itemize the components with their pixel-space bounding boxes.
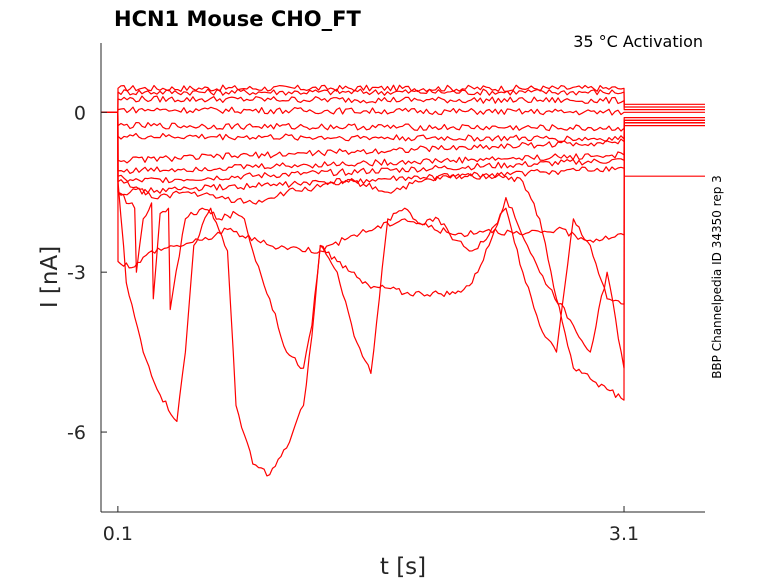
- axes: [100, 43, 705, 513]
- trace-line-5: [101, 111, 705, 132]
- y-ticks: -6 -3 0: [67, 102, 107, 444]
- trace-line-8: [101, 111, 705, 174]
- chart-annotation: 35 °C Activation: [573, 32, 703, 51]
- y-tick-label: 0: [74, 102, 86, 124]
- y-axis-label: I [nA]: [37, 246, 63, 308]
- trace-line-9: [101, 111, 705, 184]
- trace-line-10: [101, 111, 705, 196]
- trace-group: [101, 84, 705, 477]
- trace-line-12: [101, 111, 705, 477]
- trace-line-2: [101, 88, 705, 113]
- trace-line-13: [101, 111, 705, 374]
- chart-title: HCN1 Mouse CHO_FT: [114, 7, 361, 31]
- y-tick-label: -3: [67, 262, 86, 284]
- x-tick-label: 3.1: [609, 523, 639, 545]
- side-label: BBP Channelpedia ID 34350 rep 3: [710, 175, 724, 379]
- x-tick-label: 0.1: [103, 523, 133, 545]
- trace-line-3: [101, 95, 705, 113]
- x-ticks: 0.1 3.1: [103, 506, 639, 545]
- y-tick-label: -6: [67, 422, 86, 444]
- x-axis-label: t [s]: [380, 554, 426, 580]
- trace-line-1: [101, 84, 705, 113]
- trace-line-7: [101, 111, 705, 164]
- trace-line-14: [101, 111, 705, 401]
- trace-line-6: [101, 111, 705, 143]
- trace-line-4: [101, 106, 705, 116]
